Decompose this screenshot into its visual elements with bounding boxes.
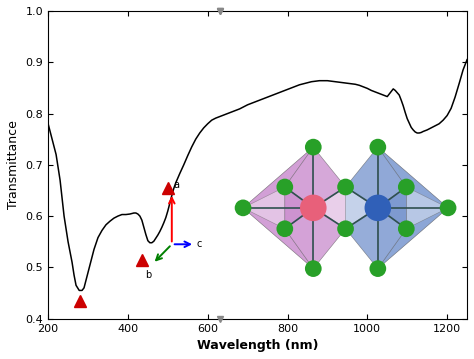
X-axis label: Wavelength (nm): Wavelength (nm)	[197, 339, 319, 352]
Text: a: a	[173, 181, 179, 190]
Text: c: c	[196, 239, 201, 249]
Y-axis label: Transmittance: Transmittance	[7, 120, 20, 209]
Text: b: b	[146, 270, 152, 280]
